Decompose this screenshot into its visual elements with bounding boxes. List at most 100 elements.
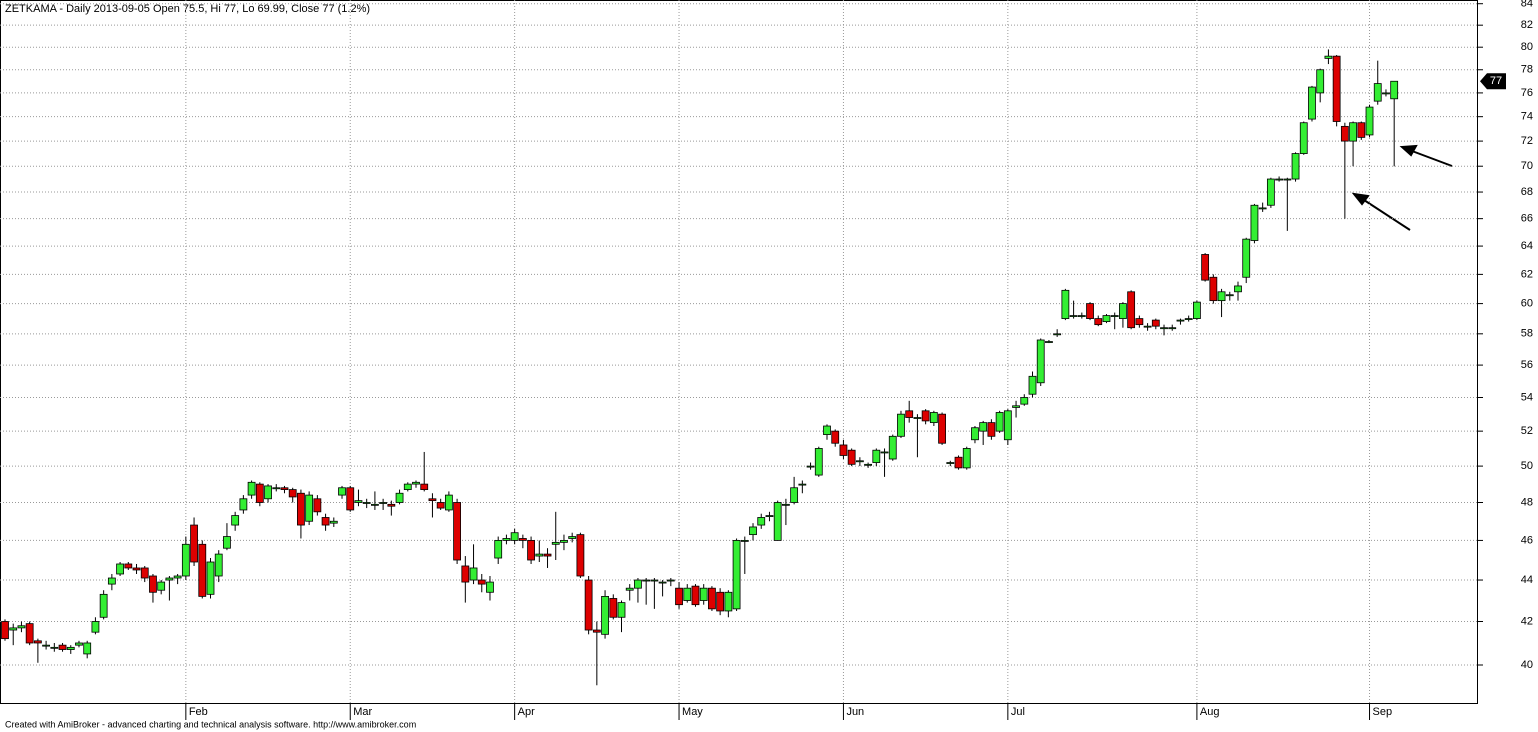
candle-body — [387, 503, 396, 507]
arrow-head — [1399, 144, 1418, 157]
candle-body — [1340, 125, 1349, 142]
candle-body — [379, 502, 388, 504]
candle-body — [124, 563, 133, 569]
candle-body — [469, 567, 478, 581]
candle-body — [338, 487, 346, 496]
candle-body — [1349, 122, 1357, 142]
candle-body — [1069, 315, 1078, 317]
candle-body — [1283, 178, 1292, 181]
candle-body — [708, 587, 716, 610]
candle-body — [625, 587, 634, 591]
y-tick-label: 82 — [1521, 19, 1533, 31]
candle-body — [1053, 333, 1062, 336]
candle-body — [1217, 291, 1226, 302]
candle-body — [905, 410, 914, 418]
candle-body — [987, 422, 996, 437]
candle-body — [412, 481, 420, 485]
last-price-label: 77 — [1490, 75, 1502, 87]
candle-body — [732, 540, 741, 610]
plot-frame — [0, 0, 1478, 704]
candle-body — [1332, 55, 1341, 122]
y-tick-label: 66 — [1521, 213, 1533, 225]
x-tick-label: Jul — [1011, 706, 1025, 718]
candle-body — [946, 462, 955, 464]
candle-body — [173, 575, 182, 579]
candle-body — [1258, 207, 1267, 210]
candle-body — [354, 500, 363, 503]
candle-body — [806, 465, 815, 468]
candle-body — [560, 540, 568, 543]
candle-body — [1028, 375, 1037, 395]
candle-body — [527, 540, 535, 561]
candle-body — [1365, 106, 1374, 136]
candle-body — [33, 640, 42, 644]
y-tick-label: 70 — [1521, 160, 1533, 172]
candles — [1, 49, 1399, 686]
candle-body — [979, 422, 988, 432]
y-tick-label: 44 — [1521, 574, 1533, 586]
candle-body — [790, 487, 799, 503]
y-tick-label: 40 — [1521, 659, 1533, 671]
candle-body — [1176, 319, 1185, 322]
candle-body — [995, 412, 1004, 432]
candle-body — [223, 536, 231, 549]
candle-body — [99, 593, 108, 618]
candle-body — [847, 449, 856, 465]
y-tick-label: 84 — [1521, 0, 1533, 10]
y-tick-label: 52 — [1521, 425, 1533, 437]
candle-body — [453, 502, 462, 561]
annotation-arrows — [1351, 144, 1453, 231]
candle-body — [642, 579, 651, 582]
candle-body — [716, 591, 725, 612]
candle-body — [683, 587, 692, 601]
candle-body — [1234, 285, 1242, 293]
candle-body — [864, 463, 872, 466]
candle-body — [535, 553, 544, 557]
last-price-tag — [1480, 73, 1506, 90]
candle-body — [839, 444, 848, 456]
x-tick-label: Sep — [1373, 706, 1393, 718]
y-tick-label: 80 — [1521, 41, 1533, 53]
candle-body — [428, 498, 437, 502]
candle-body — [675, 587, 683, 606]
y-tick-label: 46 — [1521, 534, 1533, 546]
candle-body — [1308, 86, 1316, 120]
candle-body — [1102, 315, 1111, 323]
candle-body — [297, 492, 305, 526]
candle-body — [239, 498, 248, 511]
candle-body — [740, 540, 749, 542]
y-tick-label: 58 — [1521, 328, 1533, 340]
y-tick-label: 42 — [1521, 615, 1533, 627]
grid-layer — [0, 0, 1478, 703]
candle-body — [650, 579, 659, 582]
candle-body — [116, 563, 124, 575]
candle-body — [444, 494, 453, 511]
candle-body — [510, 532, 519, 541]
candle-body — [83, 642, 92, 655]
candle-body — [181, 543, 190, 577]
candle-body — [954, 456, 963, 469]
candle-body — [814, 448, 823, 476]
y-tick-label: 50 — [1521, 460, 1533, 472]
candle-body — [576, 534, 585, 577]
candle-body — [971, 427, 979, 441]
candle-body — [617, 602, 626, 618]
candle-body — [1373, 83, 1382, 102]
candle-body — [782, 503, 790, 506]
candle-body — [551, 541, 560, 545]
candle-body — [165, 577, 174, 581]
x-tick-label: Aug — [1200, 706, 1220, 718]
candle-body — [888, 435, 897, 460]
y-tick-label: 60 — [1521, 298, 1533, 310]
candle-body — [1061, 289, 1070, 319]
candle-body — [584, 579, 593, 631]
candle-body — [823, 425, 831, 435]
candle-body — [1036, 339, 1045, 384]
candle-body — [1012, 405, 1020, 408]
x-tick-label: Jun — [846, 706, 864, 718]
candle-body — [288, 489, 297, 498]
candle-body — [50, 646, 59, 649]
x-tick-label: Apr — [518, 706, 535, 718]
candle-body — [798, 483, 807, 486]
